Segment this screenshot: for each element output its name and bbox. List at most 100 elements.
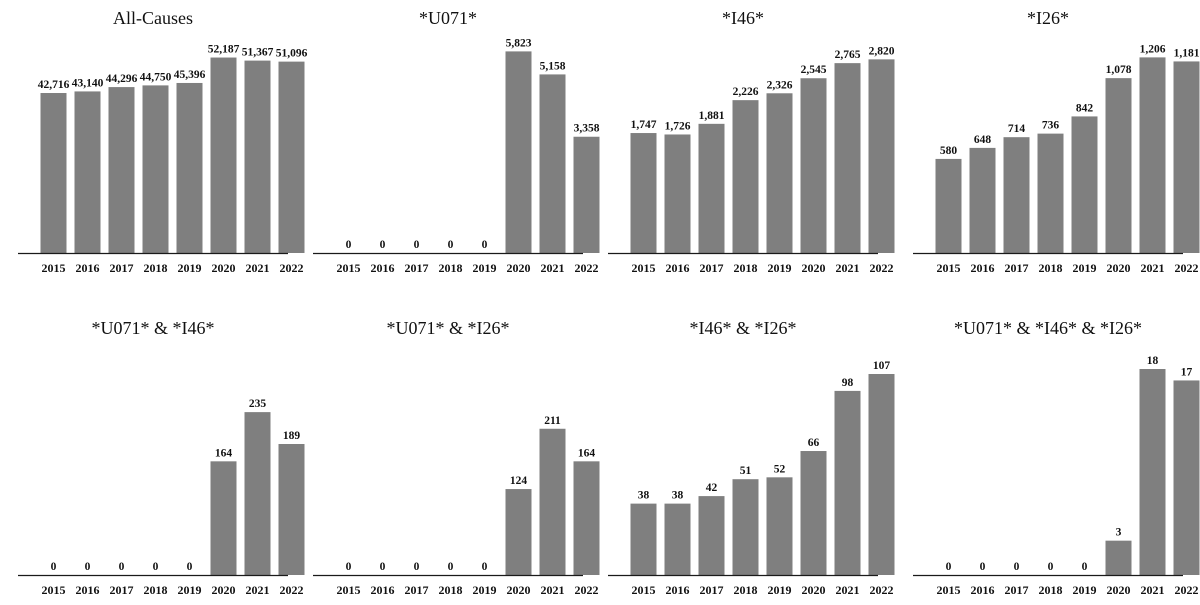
x-tick-label: 2019 xyxy=(768,583,792,597)
x-tick-label: 2017 xyxy=(1005,583,1029,597)
x-tick-label: 2022 xyxy=(870,261,894,275)
x-tick-label: 2020 xyxy=(1107,583,1131,597)
bar-2021 xyxy=(539,74,566,253)
chart-panel-5: *U071* & *I46* 0 2015 0 2016 0 2017 0 2018 0 2019 1… xyxy=(18,318,305,597)
bar-2015 xyxy=(935,158,962,253)
data-label: 235 xyxy=(249,398,267,410)
data-label: 2,545 xyxy=(801,64,827,76)
x-tick-label: 2022 xyxy=(1175,583,1199,597)
chart-panel-7: *I46* & *I26* 38 2015 38 2016 42 2017 51 2018 52 2… xyxy=(608,318,895,597)
data-label: 0 xyxy=(346,561,352,573)
chart-title: *U071* xyxy=(419,8,477,28)
bar-2017 xyxy=(698,123,725,253)
data-label: 0 xyxy=(414,239,420,251)
data-label: 2,820 xyxy=(869,45,895,57)
chart-title: *U071* & *I46* & *I26* xyxy=(954,318,1142,338)
bar-2020 xyxy=(210,461,237,575)
data-label: 164 xyxy=(215,447,233,459)
x-tick-label: 2016 xyxy=(76,583,100,597)
bar-2022 xyxy=(278,61,305,253)
data-label: 0 xyxy=(946,561,952,573)
bar-2020 xyxy=(210,57,237,253)
x-tick-label: 2016 xyxy=(371,261,395,275)
data-label: 1,181 xyxy=(1174,47,1200,59)
x-tick-label: 2022 xyxy=(575,261,599,275)
bar-2019 xyxy=(766,93,793,253)
x-tick-label: 2015 xyxy=(42,583,66,597)
x-tick-label: 2019 xyxy=(768,261,792,275)
x-tick-label: 2017 xyxy=(405,583,429,597)
x-tick-label: 2016 xyxy=(666,583,690,597)
bar-2022 xyxy=(573,461,600,575)
data-label: 44,750 xyxy=(140,71,172,83)
chart-panel-8: *U071* & *I46* & *I26* 0 2015 0 2016 0 2017 0 20… xyxy=(913,318,1200,597)
x-tick-label: 2020 xyxy=(212,261,236,275)
data-label: 45,396 xyxy=(174,69,206,81)
data-label: 42,716 xyxy=(38,79,70,91)
data-label: 1,206 xyxy=(1140,43,1166,55)
data-label: 3,358 xyxy=(574,123,600,135)
x-tick-label: 2017 xyxy=(1005,261,1029,275)
x-tick-label: 2018 xyxy=(734,583,758,597)
bar-2019 xyxy=(176,82,203,253)
chart-title: *I46* & *I26* xyxy=(690,318,797,338)
data-label: 1,078 xyxy=(1106,64,1132,76)
data-label: 0 xyxy=(980,561,986,573)
bar-2020 xyxy=(505,51,532,254)
bar-2017 xyxy=(698,496,725,575)
x-tick-label: 2020 xyxy=(212,583,236,597)
x-tick-label: 2022 xyxy=(1175,261,1199,275)
data-label: 0 xyxy=(153,561,159,573)
bar-2015 xyxy=(630,133,657,253)
bar-2018 xyxy=(142,85,169,254)
x-tick-label: 2018 xyxy=(734,261,758,275)
x-tick-label: 2017 xyxy=(110,261,134,275)
x-tick-label: 2021 xyxy=(1141,583,1165,597)
bar-2021 xyxy=(1139,369,1166,575)
data-label: 0 xyxy=(482,239,488,251)
x-tick-label: 2018 xyxy=(439,261,463,275)
data-label: 0 xyxy=(380,561,386,573)
data-label: 714 xyxy=(1008,123,1026,135)
bar-2018 xyxy=(732,100,759,253)
x-tick-label: 2022 xyxy=(280,261,304,275)
bar-2022 xyxy=(1173,380,1200,575)
bar-2022 xyxy=(278,444,305,575)
x-tick-label: 2015 xyxy=(337,261,361,275)
bar-2015 xyxy=(630,503,657,575)
x-tick-label: 2016 xyxy=(971,583,995,597)
data-label: 38 xyxy=(672,490,684,502)
x-tick-label: 2021 xyxy=(246,583,270,597)
bar-2021 xyxy=(539,428,566,575)
data-label: 5,823 xyxy=(506,37,532,49)
data-label: 0 xyxy=(1048,561,1054,573)
bar-2022 xyxy=(868,59,895,253)
bar-2021 xyxy=(1139,57,1166,253)
data-label: 648 xyxy=(974,134,992,146)
x-tick-label: 2017 xyxy=(110,583,134,597)
x-tick-label: 2016 xyxy=(971,261,995,275)
data-label: 0 xyxy=(187,561,193,573)
x-tick-label: 2015 xyxy=(937,261,961,275)
x-tick-label: 2016 xyxy=(76,261,100,275)
chart-panel-4: *I26* 580 2015 648 2016 714 2017 736 2018 842 2019… xyxy=(913,8,1200,275)
x-tick-label: 2021 xyxy=(541,583,565,597)
data-label: 3 xyxy=(1116,527,1122,539)
x-tick-label: 2022 xyxy=(575,583,599,597)
x-tick-label: 2016 xyxy=(666,261,690,275)
x-tick-label: 2015 xyxy=(632,261,656,275)
x-tick-label: 2017 xyxy=(700,261,724,275)
data-label: 124 xyxy=(510,475,528,487)
data-label: 42 xyxy=(706,482,718,494)
bar-2017 xyxy=(108,87,135,254)
x-tick-label: 2021 xyxy=(246,261,270,275)
x-tick-label: 2015 xyxy=(42,261,66,275)
data-label: 44,296 xyxy=(106,73,138,85)
x-tick-label: 2021 xyxy=(1141,261,1165,275)
x-tick-label: 2020 xyxy=(507,261,531,275)
data-label: 2,765 xyxy=(835,49,861,61)
x-tick-label: 2019 xyxy=(1073,583,1097,597)
data-label: 51,096 xyxy=(276,48,308,60)
x-tick-label: 2019 xyxy=(473,261,497,275)
